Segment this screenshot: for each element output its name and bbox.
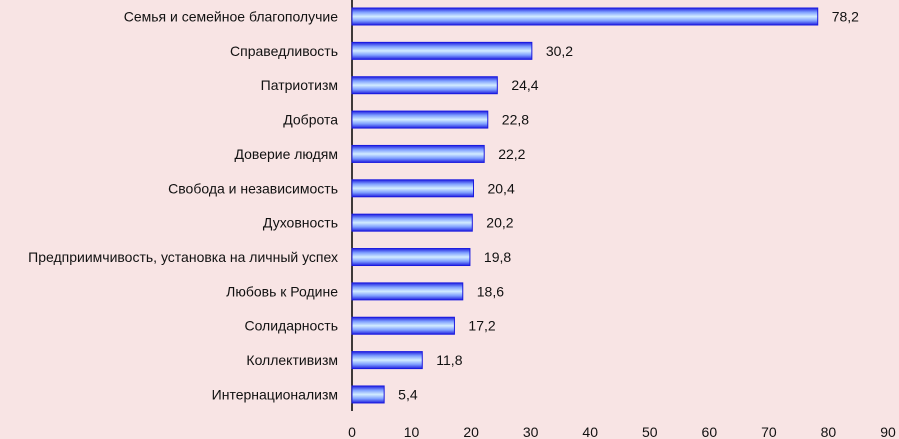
bar [351, 110, 489, 129]
x-tick-label: 10 [404, 424, 420, 439]
bar [351, 385, 385, 404]
category-label: Коллективизм [246, 352, 338, 368]
value-label: 30,2 [546, 43, 573, 59]
bar [351, 248, 471, 267]
x-tick-label: 90 [880, 424, 896, 439]
value-label: 22,8 [502, 112, 529, 128]
x-tick-label: 30 [523, 424, 539, 439]
x-tick-label: 60 [702, 424, 718, 439]
value-label: 5,4 [398, 386, 418, 402]
bar [351, 76, 498, 95]
value-label: 20,2 [486, 215, 513, 231]
category-label: Доброта [283, 112, 338, 128]
value-label: 22,2 [498, 146, 525, 162]
x-tick-label: 80 [821, 424, 837, 439]
category-label: Солидарность [244, 318, 338, 334]
bar [351, 41, 533, 60]
category-label: Предприимчивость, установка на личный ус… [28, 249, 338, 265]
x-tick-label: 50 [642, 424, 658, 439]
value-label: 20,4 [487, 180, 514, 196]
value-label: 11,8 [436, 352, 462, 368]
value-label: 19,8 [484, 249, 511, 265]
bar [351, 351, 423, 370]
category-label: Духовность [263, 215, 338, 231]
category-label: Справедливость [230, 43, 338, 59]
bar [351, 282, 464, 301]
x-tick-label: 20 [463, 424, 479, 439]
bar [351, 7, 819, 26]
x-tick-label: 40 [582, 424, 598, 439]
category-label: Свобода и независимость [168, 180, 338, 196]
bar [351, 213, 473, 232]
category-label: Патриотизм [261, 77, 338, 93]
category-label: Интернационализм [212, 386, 338, 402]
bar [351, 316, 455, 335]
value-label: 17,2 [468, 318, 495, 334]
x-tick-label: 70 [761, 424, 777, 439]
category-label: Семья и семейное благополучие [124, 9, 338, 25]
category-label: Любовь к Родине [226, 283, 338, 299]
value-label: 24,4 [511, 77, 538, 93]
bar [351, 179, 474, 198]
x-tick-label: 0 [348, 424, 356, 439]
bar [351, 144, 485, 163]
category-label: Доверие людям [234, 146, 338, 162]
value-label: 78,2 [832, 9, 859, 25]
value-label: 18,6 [477, 283, 504, 299]
